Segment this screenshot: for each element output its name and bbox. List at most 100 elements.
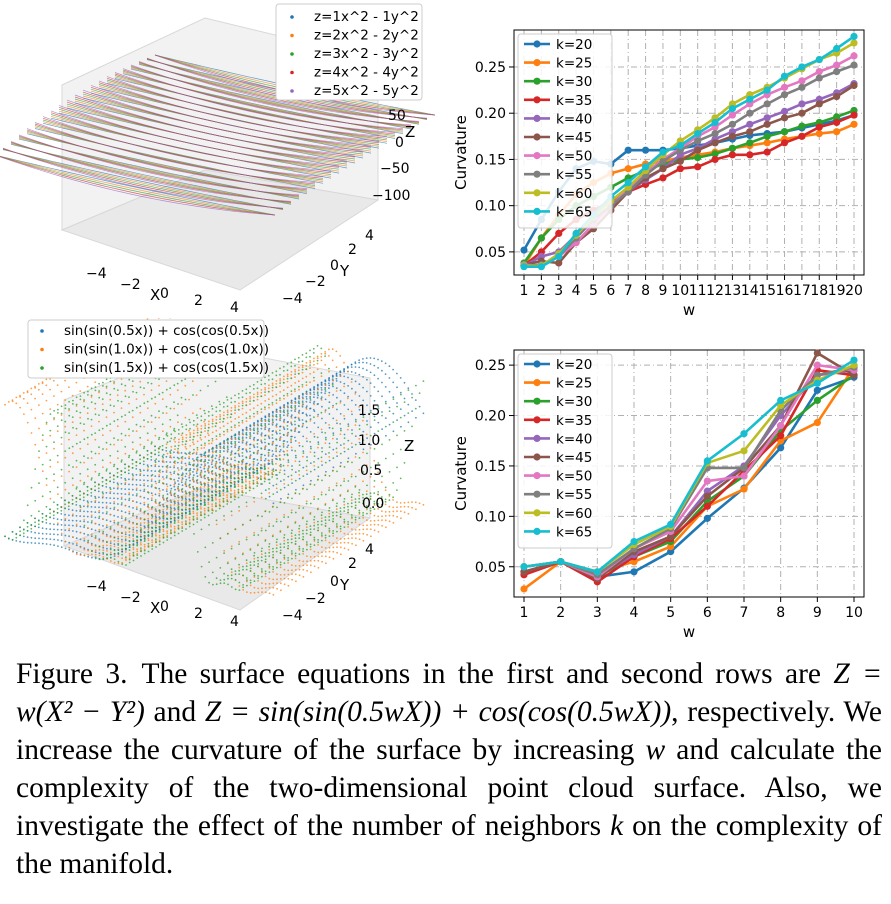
surface-point <box>230 493 232 495</box>
surface-point <box>105 479 108 482</box>
surface-point <box>301 368 304 371</box>
surface-point <box>256 476 258 479</box>
surface-point <box>135 506 138 509</box>
data-point-k=45 <box>798 109 806 117</box>
surface-point <box>139 458 142 461</box>
surface-point <box>268 567 271 569</box>
surface-point <box>343 506 346 509</box>
surface-point <box>234 456 236 459</box>
surface-point <box>324 516 327 518</box>
surface-point <box>301 383 304 386</box>
surface-point <box>373 374 376 377</box>
surface-point <box>249 397 252 400</box>
surface-point <box>321 511 323 514</box>
surface-point <box>237 477 240 479</box>
surface-point <box>94 470 97 473</box>
surface-point <box>271 471 274 474</box>
surface-point <box>173 427 176 430</box>
surface-point <box>68 438 70 441</box>
surface-point <box>98 396 101 399</box>
surface-point <box>272 566 274 568</box>
surface-point <box>305 500 308 503</box>
surface-point <box>195 481 198 484</box>
surface-point <box>350 496 353 499</box>
surface-point <box>181 443 184 446</box>
surface-point <box>41 463 44 466</box>
surface-point <box>30 514 33 517</box>
surface-point <box>354 504 357 507</box>
surface-point <box>339 423 342 425</box>
surface-point <box>249 391 251 394</box>
surface-point <box>87 539 90 542</box>
surface-point <box>369 528 372 531</box>
surface-point <box>215 446 218 449</box>
surface-point <box>287 584 290 587</box>
surface-point <box>101 427 104 430</box>
surface-curve <box>34 122 316 183</box>
surface-point <box>124 434 127 437</box>
surface-point <box>271 434 274 436</box>
surface-point <box>260 408 263 410</box>
surface-point <box>264 587 267 589</box>
surface-point <box>188 461 191 464</box>
surface-point <box>309 401 311 404</box>
saddle-surface-plot: 50 0 −50 −100 Z −4 −2 0 2 4 X −4 −2 0 2 … <box>0 3 436 316</box>
surface-point <box>256 472 258 475</box>
surface-point <box>238 421 240 424</box>
surface-point <box>109 542 112 545</box>
surface-point <box>136 532 138 534</box>
surface-point <box>176 389 179 392</box>
surface-point <box>331 375 334 378</box>
x-tick: 4 <box>230 614 239 630</box>
surface-point <box>196 487 198 489</box>
surface-point <box>203 452 206 455</box>
surface-point <box>90 491 93 494</box>
surface-point <box>136 550 139 553</box>
surface-point <box>351 521 353 524</box>
surface-point <box>316 387 319 389</box>
surface-point <box>242 574 244 577</box>
surface-point <box>306 543 308 545</box>
surface-point <box>261 582 263 584</box>
surface-point <box>260 459 262 462</box>
surface-point <box>165 388 168 391</box>
surface-point <box>135 461 138 464</box>
surface-point <box>358 373 361 376</box>
surface-point <box>109 472 111 475</box>
surface-point <box>377 407 380 409</box>
surface-point <box>313 524 316 527</box>
surface-point <box>347 537 350 540</box>
surface-point <box>132 528 135 531</box>
surface-point <box>283 397 285 400</box>
surface-point <box>347 509 350 511</box>
surface-point <box>350 442 353 445</box>
surface-point <box>15 396 18 399</box>
surface-point <box>109 492 112 495</box>
surface-point <box>298 504 301 507</box>
surface-point <box>143 402 146 405</box>
surface-point <box>86 385 89 388</box>
surface-point <box>113 545 116 548</box>
surface-point <box>257 580 259 582</box>
surface-point <box>109 488 112 491</box>
surface-point <box>245 428 248 431</box>
surface-point <box>290 438 292 440</box>
surface-point <box>68 524 70 527</box>
surface-point <box>230 442 233 445</box>
surface-point <box>286 369 289 372</box>
surface-point <box>268 384 270 387</box>
data-point-k=55 <box>815 74 823 82</box>
surface-point <box>286 413 289 416</box>
surface-point <box>253 534 256 536</box>
surface-point <box>204 458 207 461</box>
surface-point <box>158 525 161 528</box>
surface-point <box>278 454 281 457</box>
surface-point <box>64 404 67 406</box>
surface-point <box>177 433 180 435</box>
surface-point <box>223 578 226 581</box>
data-point-k=35 <box>763 148 771 156</box>
surface-point <box>268 423 270 426</box>
surface-point <box>302 536 305 538</box>
surface-point <box>362 376 364 378</box>
surface-point <box>185 440 188 442</box>
